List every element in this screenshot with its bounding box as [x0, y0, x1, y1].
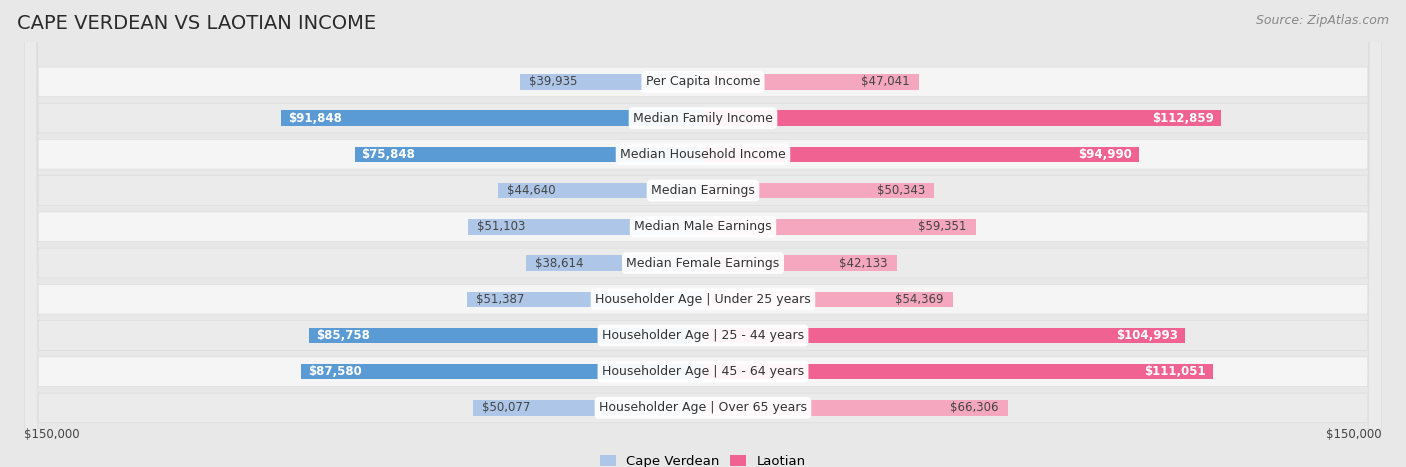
Legend: Cape Verdean, Laotian: Cape Verdean, Laotian: [595, 450, 811, 467]
Text: Median Household Income: Median Household Income: [620, 148, 786, 161]
Text: Median Male Earnings: Median Male Earnings: [634, 220, 772, 234]
Bar: [703, 219, 976, 234]
Text: $39,935: $39,935: [529, 75, 576, 88]
FancyBboxPatch shape: [24, 0, 1382, 467]
Text: $59,351: $59,351: [918, 220, 966, 234]
Text: Householder Age | Over 65 years: Householder Age | Over 65 years: [599, 402, 807, 414]
Text: $44,640: $44,640: [508, 184, 555, 197]
Text: Householder Age | Under 25 years: Householder Age | Under 25 years: [595, 293, 811, 306]
Text: $51,103: $51,103: [478, 220, 526, 234]
Text: $150,000: $150,000: [24, 428, 80, 441]
Text: Householder Age | 25 - 44 years: Householder Age | 25 - 44 years: [602, 329, 804, 342]
FancyBboxPatch shape: [24, 0, 1382, 467]
Text: $66,306: $66,306: [950, 402, 998, 414]
Bar: [703, 183, 934, 198]
Bar: [703, 255, 897, 271]
FancyBboxPatch shape: [24, 0, 1382, 467]
Text: $104,993: $104,993: [1116, 329, 1178, 342]
Bar: [703, 364, 1213, 379]
FancyBboxPatch shape: [24, 0, 1382, 467]
Bar: [468, 219, 703, 234]
Bar: [703, 147, 1139, 162]
Text: Median Family Income: Median Family Income: [633, 112, 773, 125]
Bar: [703, 74, 920, 90]
Text: $87,580: $87,580: [308, 365, 361, 378]
Text: Per Capita Income: Per Capita Income: [645, 75, 761, 88]
Text: Source: ZipAtlas.com: Source: ZipAtlas.com: [1256, 14, 1389, 27]
Text: $75,848: $75,848: [361, 148, 415, 161]
Text: $47,041: $47,041: [862, 75, 910, 88]
Text: Median Earnings: Median Earnings: [651, 184, 755, 197]
Bar: [309, 328, 703, 343]
Text: Householder Age | 45 - 64 years: Householder Age | 45 - 64 years: [602, 365, 804, 378]
Bar: [703, 400, 1008, 416]
Bar: [526, 255, 703, 271]
Text: CAPE VERDEAN VS LAOTIAN INCOME: CAPE VERDEAN VS LAOTIAN INCOME: [17, 14, 375, 33]
Text: $50,343: $50,343: [877, 184, 925, 197]
Bar: [703, 110, 1222, 126]
Text: $150,000: $150,000: [1326, 428, 1382, 441]
Bar: [281, 110, 703, 126]
Text: $111,051: $111,051: [1144, 365, 1206, 378]
FancyBboxPatch shape: [24, 0, 1382, 467]
Bar: [472, 400, 703, 416]
FancyBboxPatch shape: [24, 0, 1382, 467]
Text: $50,077: $50,077: [482, 402, 530, 414]
FancyBboxPatch shape: [24, 0, 1382, 467]
Bar: [520, 74, 703, 90]
Text: Median Female Earnings: Median Female Earnings: [627, 256, 779, 269]
Bar: [703, 291, 953, 307]
Bar: [703, 328, 1185, 343]
Text: $94,990: $94,990: [1078, 148, 1132, 161]
Bar: [467, 291, 703, 307]
Bar: [498, 183, 703, 198]
Bar: [301, 364, 703, 379]
FancyBboxPatch shape: [24, 0, 1382, 467]
Text: $112,859: $112,859: [1153, 112, 1215, 125]
Text: $54,369: $54,369: [896, 293, 943, 306]
Text: $38,614: $38,614: [534, 256, 583, 269]
Text: $91,848: $91,848: [288, 112, 342, 125]
Text: $51,387: $51,387: [477, 293, 524, 306]
FancyBboxPatch shape: [24, 0, 1382, 467]
FancyBboxPatch shape: [24, 0, 1382, 467]
Text: $85,758: $85,758: [316, 329, 370, 342]
Bar: [354, 147, 703, 162]
Text: $42,133: $42,133: [839, 256, 887, 269]
